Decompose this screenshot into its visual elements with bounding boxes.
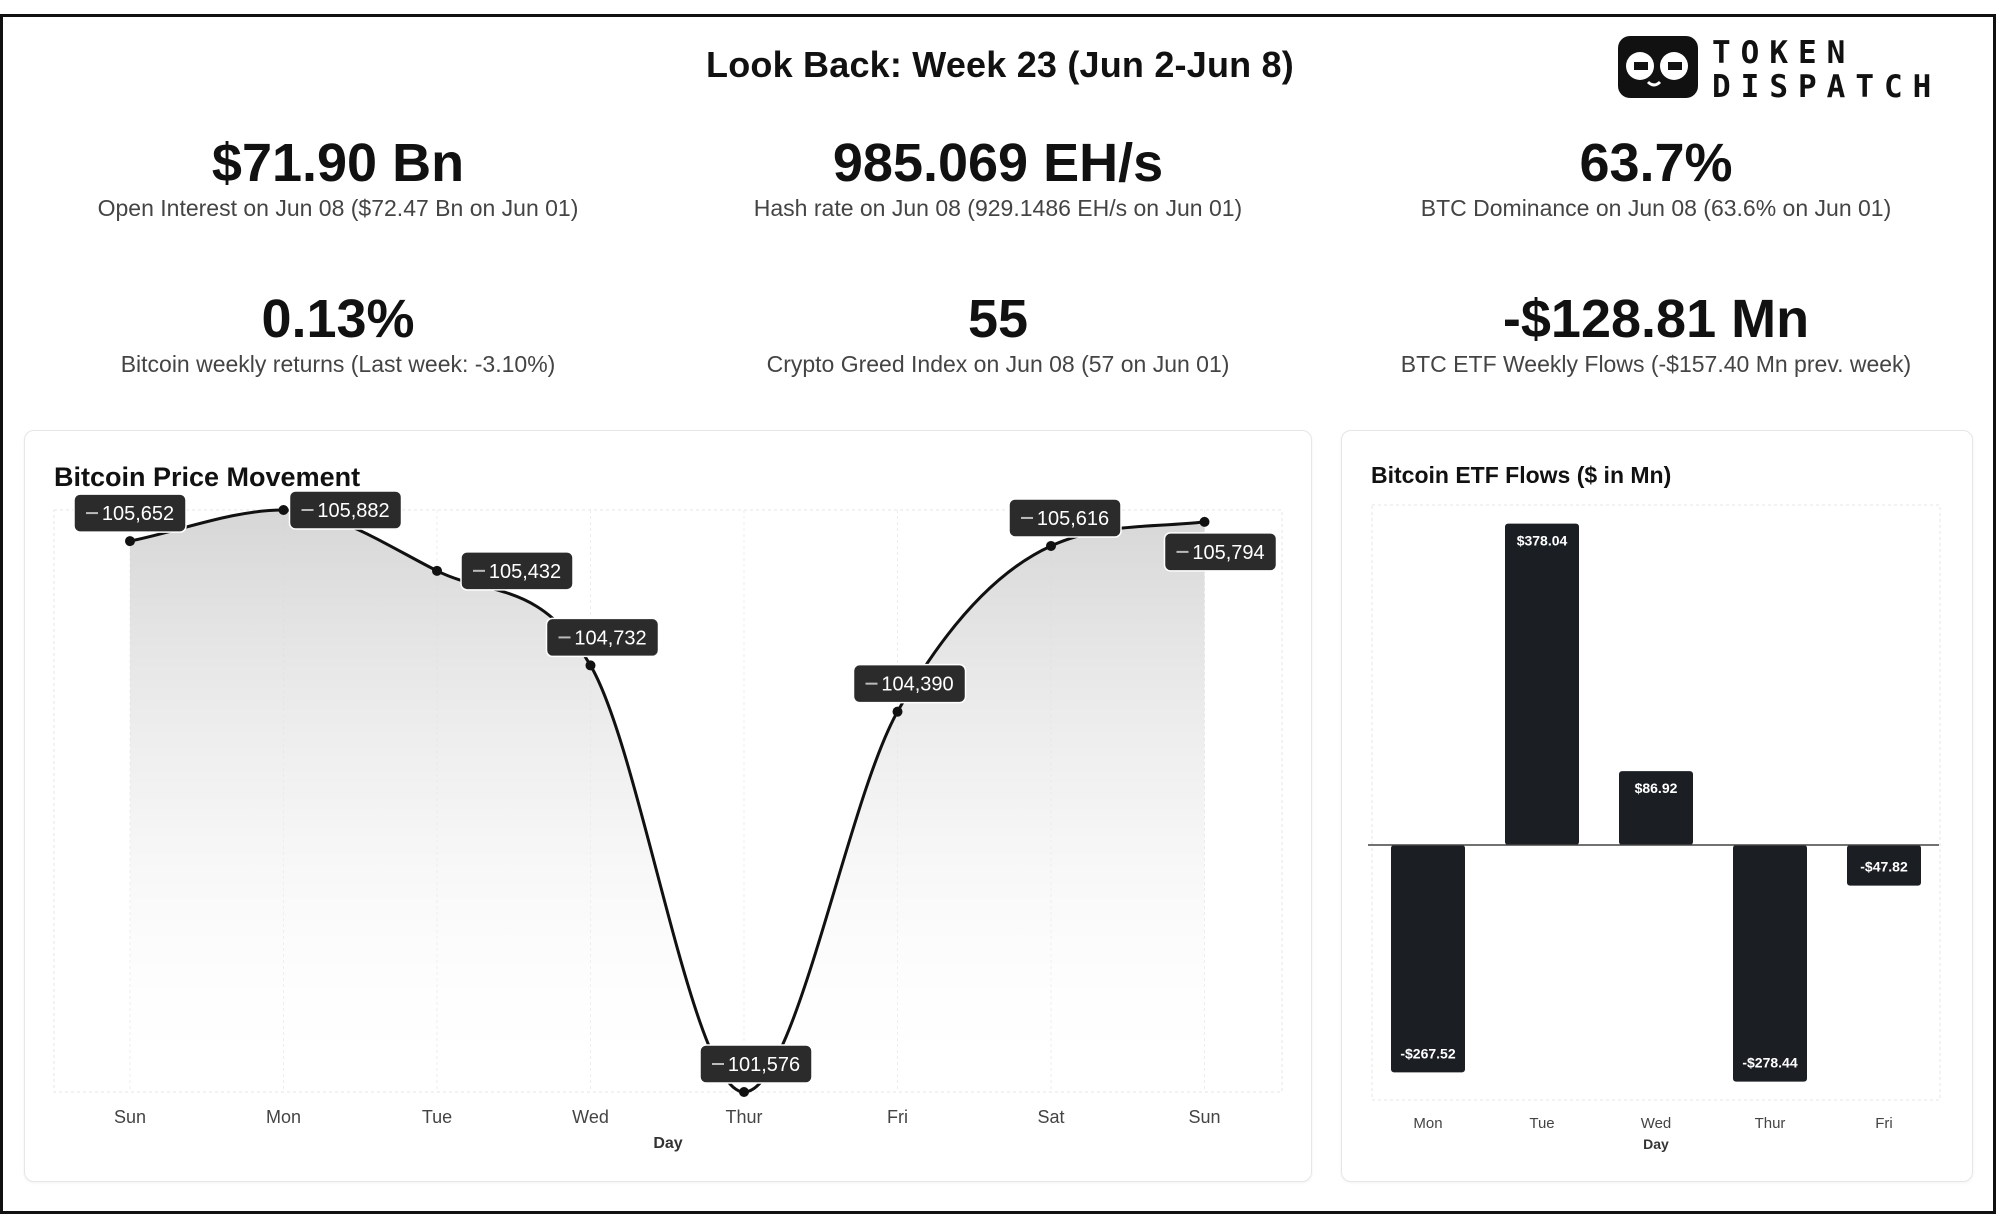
stat-value: 55 xyxy=(967,289,1029,349)
stat-label: BTC ETF Weekly Flows (-$157.40 Mn prev. … xyxy=(1400,351,1912,377)
data-label-box xyxy=(73,493,187,533)
price-point xyxy=(432,565,442,576)
etf-bar xyxy=(1733,845,1807,1082)
data-label-text: 104,390 xyxy=(881,674,953,696)
stat-value: $71.90 Bn xyxy=(211,133,465,193)
x-axis-label: Day xyxy=(1643,1136,1669,1152)
stat-value: 63.7% xyxy=(1579,133,1733,193)
stat-value: 0.13% xyxy=(261,289,415,349)
stat-label: Open Interest on Jun 08 ($72.47 Bn on Ju… xyxy=(97,195,579,221)
price-data-label: 105,794 xyxy=(1163,532,1278,572)
data-label-text: 105,652 xyxy=(102,503,174,525)
etf-bar-label: -$278.44 xyxy=(1742,1055,1797,1071)
price-data-label: 104,390 xyxy=(852,663,967,704)
token-dispatch-logo: TOKEN DISPATCH xyxy=(1618,36,1948,106)
page-title: Look Back: Week 23 (Jun 2-Jun 8) xyxy=(706,44,1294,85)
etf-bar-label: $86.92 xyxy=(1635,780,1678,796)
data-label-box xyxy=(1163,532,1278,572)
x-tick-label: Wed xyxy=(1641,1115,1672,1132)
stat-etf-flows: -$128.81 Mn BTC ETF Weekly Flows (-$157.… xyxy=(1336,289,1976,378)
logo-wordmark: TOKEN DISPATCH xyxy=(1712,36,1941,104)
x-tick-label: Sun xyxy=(114,1107,146,1127)
stat-label: Hash rate on Jun 08 (929.1486 EH/s on Ju… xyxy=(753,195,1243,221)
data-label-box xyxy=(852,663,967,704)
data-label-text: 101,576 xyxy=(728,1054,800,1076)
x-tick-label: Thur xyxy=(725,1107,762,1127)
stat-open-interest: $71.90 Bn Open Interest on Jun 08 ($72.4… xyxy=(18,133,658,222)
x-tick-label: Fri xyxy=(887,1107,908,1127)
etf-bar xyxy=(1391,845,1465,1073)
price-data-label: 105,432 xyxy=(460,551,574,591)
logo-line-1: TOKEN xyxy=(1712,35,1856,71)
logo-line-2: DISPATCH xyxy=(1712,69,1942,105)
stat-label: Crypto Greed Index on Jun 08 (57 on Jun … xyxy=(766,351,1230,377)
etf-bar xyxy=(1619,771,1693,845)
x-tick-label: Mon xyxy=(266,1107,301,1127)
x-tick-label: Tue xyxy=(1529,1115,1554,1132)
data-label-text: 105,794 xyxy=(1192,542,1264,564)
price-point xyxy=(892,706,903,717)
price-point xyxy=(278,505,289,515)
x-tick-label: Wed xyxy=(572,1107,609,1127)
x-tick-label: Sun xyxy=(1188,1107,1220,1127)
price-data-label: 101,576 xyxy=(699,1044,813,1084)
stat-btc-dominance: 63.7% BTC Dominance on Jun 08 (63.6% on … xyxy=(1336,133,1976,222)
stat-hash-rate: 985.069 EH/s Hash rate on Jun 08 (929.14… xyxy=(678,133,1318,222)
stat-label: Bitcoin weekly returns (Last week: -3.10… xyxy=(120,351,556,377)
price-point xyxy=(739,1087,749,1097)
stat-weekly-returns: 0.13% Bitcoin weekly returns (Last week:… xyxy=(18,289,658,378)
data-label-text: 105,616 xyxy=(1037,508,1109,530)
price-point xyxy=(585,660,596,671)
price-point xyxy=(125,536,135,547)
data-label-text: 105,432 xyxy=(489,561,561,583)
x-tick-label: Sat xyxy=(1037,1107,1064,1127)
stat-greed-index: 55 Crypto Greed Index on Jun 08 (57 on J… xyxy=(678,289,1318,378)
stat-value: 985.069 EH/s xyxy=(832,133,1164,193)
x-tick-label: Thur xyxy=(1755,1115,1786,1132)
plot-grid-border xyxy=(1371,504,1941,1101)
x-tick-label: Fri xyxy=(1875,1115,1893,1132)
etf-bar-label: $378.04 xyxy=(1517,533,1568,549)
price-point xyxy=(1199,516,1210,527)
price-data-label: 105,652 xyxy=(73,493,187,533)
stat-label: BTC Dominance on Jun 08 (63.6% on Jun 01… xyxy=(1420,195,1892,221)
etf-bar xyxy=(1505,523,1579,845)
stat-value: -$128.81 Mn xyxy=(1502,289,1810,349)
data-label-box xyxy=(288,490,403,530)
price-data-label: 104,732 xyxy=(545,617,660,658)
data-label-box xyxy=(460,551,574,591)
etf-bar-label: -$47.82 xyxy=(1860,859,1908,875)
etf-bar xyxy=(1847,845,1921,886)
etf-bar-label: -$267.52 xyxy=(1400,1045,1455,1061)
x-tick-label: Mon xyxy=(1413,1115,1442,1132)
data-label-text: 104,732 xyxy=(574,627,646,649)
data-label-box xyxy=(699,1044,813,1084)
logo-icon xyxy=(1618,36,1698,98)
x-axis-label: Day xyxy=(653,1135,682,1152)
etf-chart-title: Bitcoin ETF Flows ($ in Mn) xyxy=(1371,462,1672,488)
price-point xyxy=(1046,540,1056,551)
x-tick-label: Tue xyxy=(422,1107,452,1127)
price-chart-title: Bitcoin Price Movement xyxy=(54,462,361,492)
data-label-box xyxy=(545,617,660,658)
data-label-text: 105,882 xyxy=(317,500,389,522)
price-data-label: 105,616 xyxy=(1008,498,1122,538)
price-data-label: 105,882 xyxy=(288,490,403,530)
data-label-box xyxy=(1008,498,1122,538)
price-area-fill xyxy=(130,510,1205,1092)
